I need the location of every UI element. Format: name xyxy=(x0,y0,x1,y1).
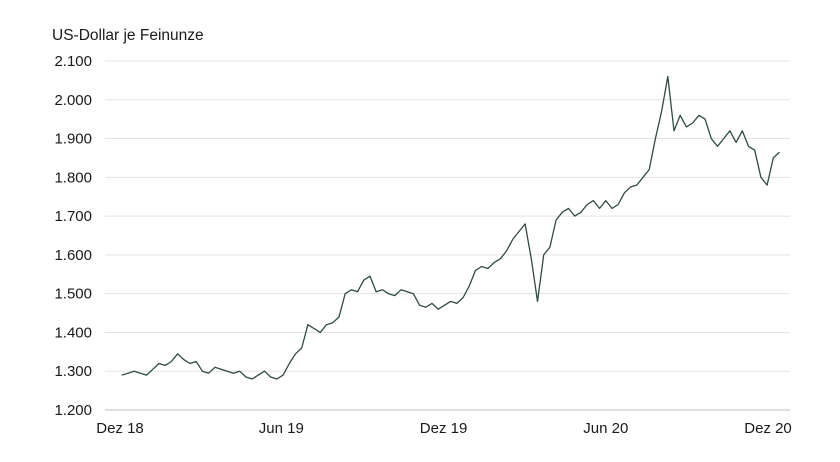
gridlines xyxy=(105,61,790,410)
y-tick-label: 2.100 xyxy=(54,53,92,70)
x-tick-label: Jun 20 xyxy=(583,420,628,437)
x-tick-label: Jun 19 xyxy=(259,420,304,437)
x-tick-label: Dez 20 xyxy=(744,420,792,437)
y-axis-title: US-Dollar je Feinunze xyxy=(52,27,204,44)
y-tick-label: 1.600 xyxy=(54,247,92,264)
series-layer xyxy=(122,77,780,380)
y-tick-label: 1.400 xyxy=(54,324,92,341)
x-tick-label: Dez 19 xyxy=(420,420,468,437)
x-tick-labels: Dez 18 Jun 19 Dez 19 Jun 20 Dez 20 xyxy=(96,420,792,437)
y-tick-label: 1.500 xyxy=(54,286,92,303)
y-tick-label: 1.900 xyxy=(54,131,92,148)
y-tick-label: 2.000 xyxy=(54,92,92,109)
y-tick-labels: 1.200 1.300 1.400 1.500 1.600 1.700 1.800 1.900… xyxy=(54,53,92,419)
x-tick-label: Dez 18 xyxy=(96,420,144,437)
y-tick-label: 1.800 xyxy=(54,169,92,186)
y-tick-label: 1.700 xyxy=(54,208,92,225)
y-tick-label: 1.300 xyxy=(54,363,92,380)
series-line xyxy=(122,77,780,380)
y-tick-label: 1.200 xyxy=(54,402,92,419)
